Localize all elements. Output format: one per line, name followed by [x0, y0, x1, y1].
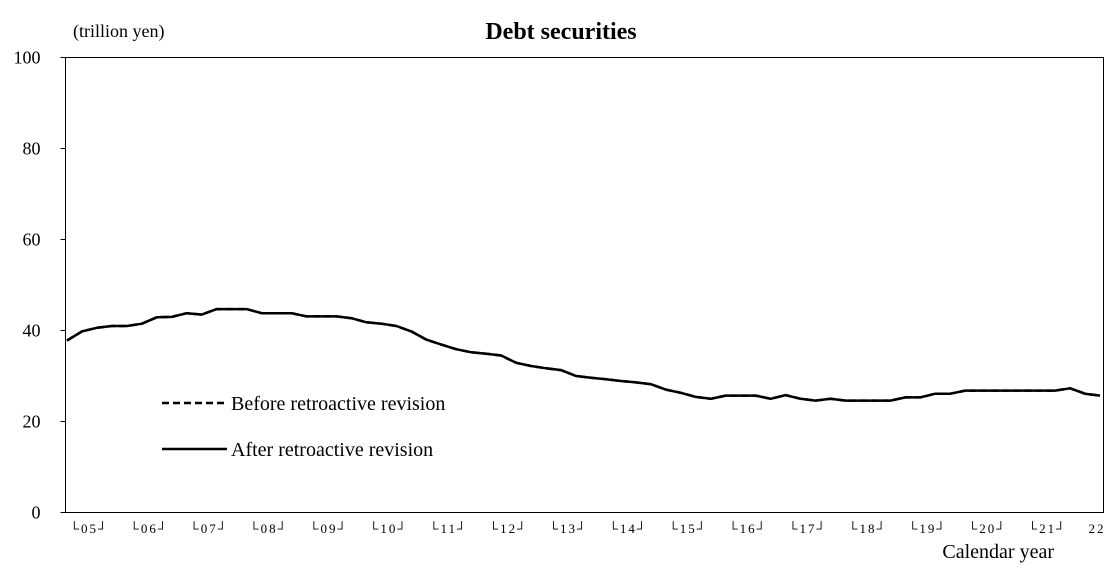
x-tick-label: └09┘ — [309, 521, 348, 536]
y-tick-label: 0 — [32, 503, 41, 523]
x-tick-label: └11┘ — [429, 521, 468, 536]
x-tick-label: └05┘ — [70, 521, 109, 536]
series-layer — [66, 307, 1101, 402]
x-tick-label: └21┘ — [1028, 521, 1067, 536]
y-tick-label: 20 — [23, 412, 41, 432]
x-tick-label: └17┘ — [788, 521, 827, 536]
legend-label-after: After retroactive revision — [231, 439, 433, 461]
unit-label: (trillion yen) — [73, 21, 164, 42]
legend: Before retroactive revision After retroa… — [162, 393, 445, 461]
x-axis: └05┘ └06┘ └07┘ └08┘ └09┘ └10┘ └11┘ └12┘ └13┘ └14┘… — [70, 521, 1106, 536]
x-tick-label: └14┘ — [609, 521, 648, 536]
y-axis: 0 20 40 60 80 100 — [14, 48, 66, 523]
x-tick-label: └18┘ — [848, 521, 887, 536]
x-tick-label: └08┘ — [249, 521, 288, 536]
x-tick-label: └10┘ — [369, 521, 408, 536]
x-tick-label: └19┘ — [908, 521, 947, 536]
x-tick-label: └06┘ — [130, 521, 169, 536]
y-tick-label: 60 — [23, 230, 41, 250]
x-tick-label: └12┘ — [489, 521, 528, 536]
series-line-before-revision — [66, 307, 1101, 402]
x-tick-label: └13┘ — [549, 521, 588, 536]
y-tick-label: 100 — [14, 48, 41, 68]
plot-area — [65, 57, 1104, 513]
y-tick-label: 80 — [23, 139, 41, 159]
x-tick-label: └16┘ — [728, 521, 767, 536]
x-tick-label: └15┘ — [669, 521, 708, 536]
series-line-after-revision — [66, 307, 1101, 402]
chart-title: Debt securities — [485, 19, 636, 45]
x-axis-label: Calendar year — [942, 541, 1054, 563]
y-tick-label: 40 — [23, 321, 41, 341]
legend-label-before: Before retroactive revision — [231, 393, 445, 415]
x-tick-label: └20┘ — [968, 521, 1007, 536]
x-tick-label: 22 — [1089, 521, 1106, 536]
x-tick-label: └07┘ — [190, 521, 229, 536]
